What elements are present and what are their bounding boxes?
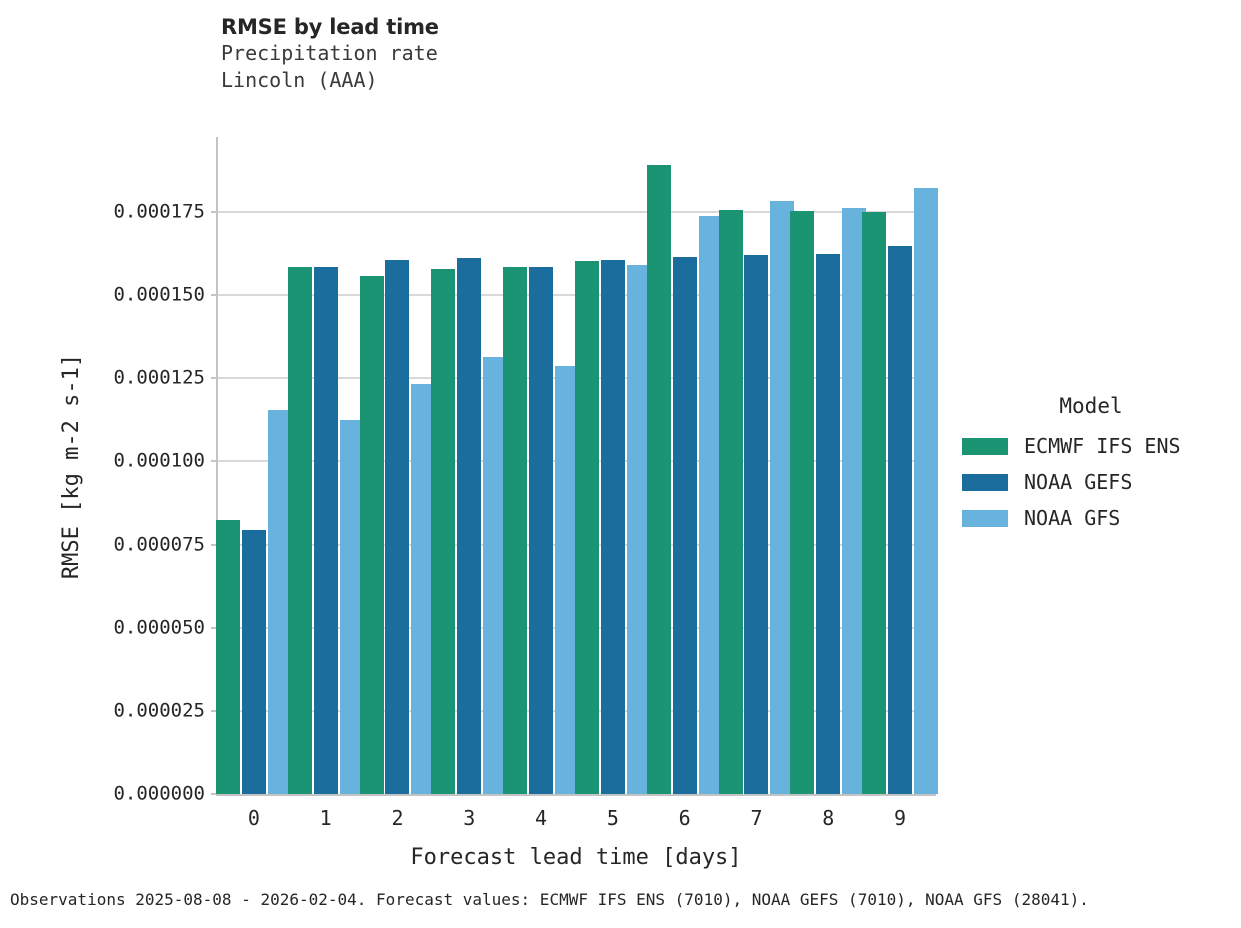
x-tick-label: 3 xyxy=(463,806,476,830)
bar-ecmwf-ifs-ens-day-3[interactable] xyxy=(431,269,456,794)
y-gridline xyxy=(218,210,936,213)
bar-noaa-gefs-day-8[interactable] xyxy=(816,253,841,794)
x-tick-label: 9 xyxy=(894,806,907,830)
y-tick-label: 0.000100 xyxy=(113,449,205,472)
x-tick-label: 0 xyxy=(247,806,260,830)
bar-group: 7 xyxy=(718,137,795,828)
bar-noaa-gefs-day-6[interactable] xyxy=(672,257,697,794)
footer-note: Observations 2025-08-08 - 2026-02-04. Fo… xyxy=(10,890,1089,909)
x-tick-label: 5 xyxy=(606,806,619,830)
y-tick-mark xyxy=(211,709,218,712)
bar-ecmwf-ifs-ens-day-9[interactable] xyxy=(862,211,887,794)
bar-ecmwf-ifs-ens-day-2[interactable] xyxy=(359,276,384,794)
bar-noaa-gefs-day-5[interactable] xyxy=(600,260,625,794)
legend-title: Model xyxy=(1059,394,1123,418)
bar-group: 2 xyxy=(359,137,436,828)
bar-group: 8 xyxy=(790,137,867,828)
y-tick-label: 0.000150 xyxy=(113,283,205,306)
bar-group: 1 xyxy=(287,137,364,828)
y-tick-label: 0.000075 xyxy=(113,533,205,555)
y-tick-mark xyxy=(211,793,218,795)
bar-group: 3 xyxy=(431,137,508,828)
bar-group: 5 xyxy=(574,137,651,828)
bar-ecmwf-ifs-ens-day-1[interactable] xyxy=(287,267,312,794)
bar-noaa-gefs-day-3[interactable] xyxy=(457,258,482,794)
bar-ecmwf-ifs-ens-day-6[interactable] xyxy=(646,165,671,794)
bar-group: 4 xyxy=(503,137,580,828)
legend-item-label: NOAA GFS xyxy=(1024,506,1121,530)
legend-items: ECMWF IFS ENS NOAA GEFS NOAA GFS xyxy=(962,428,1220,536)
chart-subtitle: Precipitation rate xyxy=(221,41,438,65)
page-title: RMSE by lead time xyxy=(221,15,439,39)
x-tick-label: 8 xyxy=(822,806,835,830)
bar-group: 6 xyxy=(646,137,723,828)
y-tick-label: 0.000000 xyxy=(113,782,205,805)
legend-swatch-icon xyxy=(962,509,1008,527)
legend: Model ECMWF IFS ENS NOAA GEFS NOAA GFS xyxy=(962,396,1220,536)
legend-item-ecmwf-ifs-ens[interactable]: ECMWF IFS ENS xyxy=(962,428,1220,464)
bar-group: 0 xyxy=(215,137,292,828)
chart-location: Lincoln (AAA) xyxy=(221,68,378,92)
y-tick-mark xyxy=(211,294,218,296)
x-tick-label: 2 xyxy=(391,806,404,830)
bar-noaa-gefs-day-0[interactable] xyxy=(241,530,266,794)
y-tick-mark xyxy=(211,377,218,380)
plot-area: 0.000000 0.000025 0.000050 0.000075 0.000100… xyxy=(113,137,939,828)
bar-ecmwf-ifs-ens-day-0[interactable] xyxy=(215,519,240,794)
bar-noaa-gefs-day-9[interactable] xyxy=(888,246,913,794)
y-tick-label: 0.000025 xyxy=(113,699,205,722)
bar-ecmwf-ifs-ens-day-5[interactable] xyxy=(574,261,599,794)
x-tick-label: 6 xyxy=(678,806,691,830)
y-tick-mark xyxy=(211,460,218,463)
y-axis-title: RMSE [kg m-2 s-1] xyxy=(59,353,84,580)
y-tick-mark xyxy=(211,210,218,213)
legend-item-label: NOAA GEFS xyxy=(1024,470,1133,494)
legend-swatch-icon xyxy=(962,437,1008,455)
x-tick-label: 7 xyxy=(750,806,763,830)
legend-item-noaa-gfs[interactable]: NOAA GFS xyxy=(962,500,1220,536)
legend-item-label: ECMWF IFS ENS xyxy=(1024,434,1181,458)
y-tick-mark xyxy=(211,626,218,629)
bar-ecmwf-ifs-ens-day-7[interactable] xyxy=(718,209,743,794)
bar-ecmwf-ifs-ens-day-8[interactable] xyxy=(790,210,815,794)
y-tick-label: 0.000125 xyxy=(113,366,205,389)
bar-ecmwf-ifs-ens-day-4[interactable] xyxy=(503,266,528,794)
x-tick-label: 4 xyxy=(535,806,548,830)
x-axis-title: Forecast lead time [days] xyxy=(410,845,742,870)
x-tick-label: 1 xyxy=(319,806,332,830)
y-tick-label: 0.000050 xyxy=(113,616,205,639)
bar-noaa-gefs-day-2[interactable] xyxy=(385,260,410,794)
y-tick-mark xyxy=(211,543,218,546)
y-tick-label: 0.000175 xyxy=(113,200,205,223)
bar-noaa-gefs-day-4[interactable] xyxy=(529,267,554,794)
legend-swatch-icon xyxy=(962,473,1008,491)
title-block: RMSE by lead time Precipitation rate Lin… xyxy=(221,14,439,94)
bar-group: 9 xyxy=(862,137,939,828)
bar-noaa-gefs-day-1[interactable] xyxy=(313,267,338,794)
legend-item-noaa-gefs[interactable]: NOAA GEFS xyxy=(962,464,1220,500)
bar-noaa-gfs-day-9[interactable] xyxy=(914,187,939,794)
bar-noaa-gefs-day-7[interactable] xyxy=(744,255,769,794)
